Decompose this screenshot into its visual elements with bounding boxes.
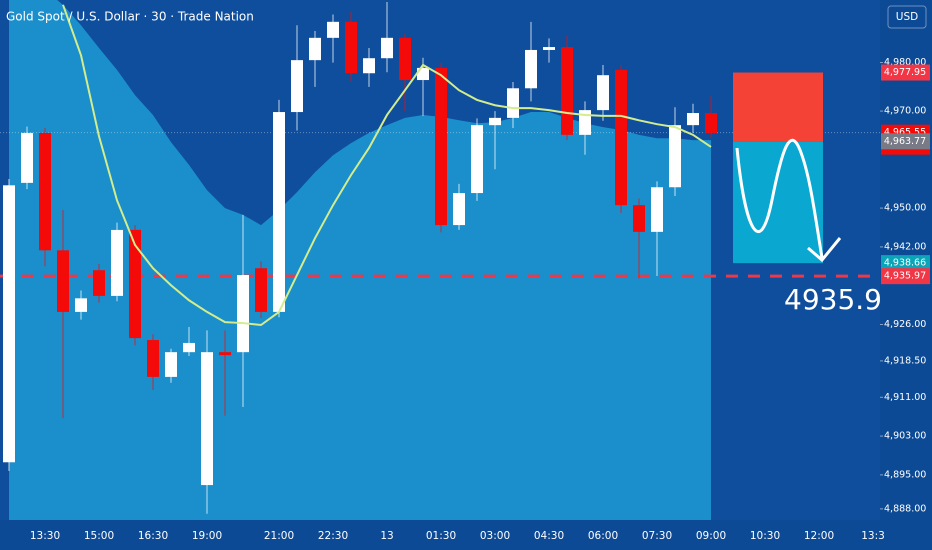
x-tick-label: 16:30 bbox=[138, 530, 168, 542]
candle-body bbox=[363, 58, 375, 74]
candle-body bbox=[39, 132, 51, 251]
y-tick-label: 4,926.00 bbox=[884, 319, 926, 330]
x-tick-label: 09:00 bbox=[696, 530, 726, 542]
y-tick-label: 4,980.00 bbox=[884, 57, 926, 68]
candle-body bbox=[201, 352, 213, 486]
x-tick-label: 07:30 bbox=[642, 530, 672, 542]
price-label-box bbox=[881, 133, 930, 150]
candle-body bbox=[687, 113, 699, 126]
price-label: 4,977.95 bbox=[884, 67, 926, 78]
moving-average bbox=[62, 4, 712, 327]
currency-label: USD bbox=[896, 11, 918, 23]
y-tick-label: 4,950.00 bbox=[884, 203, 926, 214]
candle-body bbox=[507, 88, 519, 118]
y-tick-label: 4,942.00 bbox=[884, 241, 926, 252]
candle-body bbox=[471, 125, 483, 194]
candle-body bbox=[417, 67, 429, 81]
candle-body bbox=[237, 275, 249, 353]
price-label: 4,938.66 bbox=[884, 258, 926, 269]
candle-body bbox=[93, 270, 105, 296]
x-tick-label: 19:00 bbox=[192, 530, 222, 542]
price-label: 4,965.55 bbox=[884, 127, 926, 138]
price-label-box bbox=[881, 268, 930, 285]
y-tick-label: 4,918.50 bbox=[884, 355, 926, 366]
y-tick-label: 4,903.00 bbox=[884, 431, 926, 442]
candle-body bbox=[309, 37, 321, 61]
x-tick-label: 13 bbox=[380, 530, 393, 542]
x-tick-label: 13:30 bbox=[30, 530, 60, 542]
candle-body bbox=[111, 229, 123, 296]
plot-area bbox=[0, 0, 880, 520]
candle-body bbox=[129, 229, 141, 339]
currency-button[interactable] bbox=[887, 5, 927, 29]
x-tick-label: 13:3 bbox=[861, 530, 885, 542]
price-label-box bbox=[881, 255, 930, 272]
x-tick-label: 03:00 bbox=[480, 530, 510, 542]
projection-arrow bbox=[735, 138, 842, 263]
candle-body bbox=[669, 125, 681, 188]
candle-body bbox=[75, 298, 87, 312]
candle-body bbox=[543, 47, 555, 50]
candle-body bbox=[453, 193, 465, 226]
x-tick-label: 15:00 bbox=[84, 530, 114, 542]
price-label: 4,935.97 bbox=[884, 271, 926, 282]
candle-body bbox=[615, 69, 627, 206]
x-tick-label: 06:00 bbox=[588, 530, 618, 542]
candle-body bbox=[435, 67, 447, 226]
candle-body bbox=[327, 21, 339, 38]
candle-body bbox=[147, 340, 159, 377]
y-tick-label: 4,895.00 bbox=[884, 469, 926, 480]
candle-body bbox=[633, 205, 645, 232]
chart-title: Gold Spot / U.S. Dollar · 30 · Trade Nat… bbox=[6, 10, 254, 24]
x-tick-label: 21:00 bbox=[264, 530, 294, 542]
target-zone bbox=[733, 141, 823, 264]
candle-body bbox=[255, 268, 267, 312]
x-tick-label: 12:00 bbox=[804, 530, 834, 542]
candle-body bbox=[57, 250, 69, 312]
candle-body bbox=[561, 47, 573, 135]
price-label-box bbox=[881, 64, 930, 81]
x-tick-label: 22:30 bbox=[318, 530, 348, 542]
projection-label: 4935.9 bbox=[784, 283, 882, 316]
candle-body bbox=[381, 37, 393, 59]
candle-body bbox=[651, 187, 663, 232]
y-tick-label: 4,911.00 bbox=[884, 392, 926, 403]
candle-body bbox=[489, 117, 501, 126]
candle-body bbox=[705, 113, 717, 133]
price-label: 4,963.77 bbox=[884, 136, 926, 147]
y-tick-label: 4,970.00 bbox=[884, 106, 926, 117]
candle-body bbox=[165, 352, 177, 377]
candle-body bbox=[579, 110, 591, 135]
x-tick-label: 01:30 bbox=[426, 530, 456, 542]
candle-body bbox=[273, 112, 285, 312]
x-tick-label: 10:30 bbox=[750, 530, 780, 542]
indicator-band bbox=[9, 0, 711, 520]
stop-zone bbox=[733, 72, 823, 142]
time-axis bbox=[0, 520, 880, 550]
candle-body bbox=[345, 21, 357, 74]
candle-body bbox=[525, 49, 537, 89]
candle-body bbox=[291, 60, 303, 113]
candle-body bbox=[219, 352, 231, 356]
candle-body bbox=[399, 37, 411, 81]
y-tick-label: 4,888.00 bbox=[884, 503, 926, 514]
candle-body bbox=[3, 185, 15, 463]
candle-body bbox=[597, 75, 609, 111]
candle-body bbox=[21, 132, 33, 183]
candle-body bbox=[183, 342, 195, 353]
x-tick-label: 04:30 bbox=[534, 530, 564, 542]
